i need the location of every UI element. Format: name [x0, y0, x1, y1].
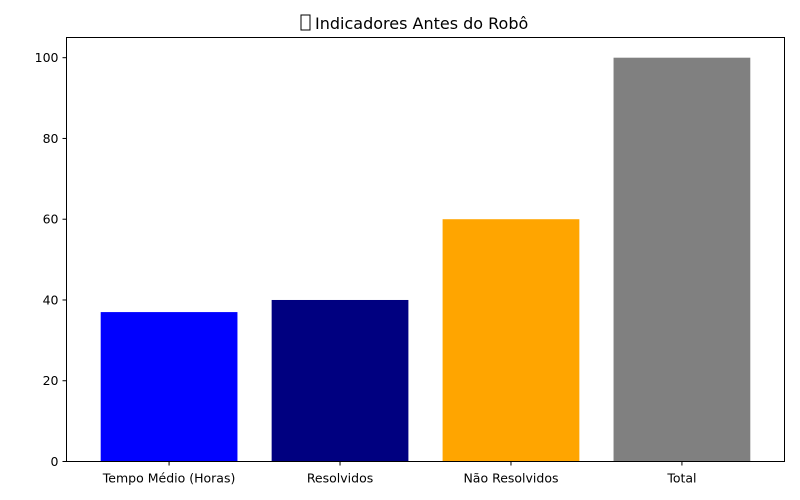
bar-3	[442, 219, 580, 462]
bar-1	[100, 312, 238, 462]
plot-frame	[66, 37, 785, 462]
x-tick-label: Resolvidos	[307, 471, 373, 486]
y-axis: 0 20 40 60 80 100	[35, 50, 67, 469]
y-tick-label: 60	[43, 212, 59, 227]
bars-layer	[100, 57, 751, 462]
chart-title-group: Indicadores Antes do Robô	[300, 14, 528, 33]
y-tick-label: 0	[51, 454, 59, 469]
chart-title: Indicadores Antes do Robô	[315, 14, 528, 33]
x-tick-label: Total	[666, 471, 696, 486]
bar-4	[613, 57, 751, 462]
y-tick-label: 20	[43, 373, 59, 388]
x-tick-label: Não Resolvidos	[463, 471, 558, 486]
x-tick-label: Tempo Médio (Horas)	[102, 471, 236, 486]
y-tick-label: 100	[35, 50, 59, 65]
title-glyph-icon	[300, 14, 311, 31]
y-tick-label: 80	[43, 131, 59, 146]
bar-2	[271, 299, 409, 462]
x-axis: Tempo Médio (Horas) Resolvidos Não Resolvi…	[102, 461, 697, 486]
y-tick-label: 40	[43, 292, 59, 307]
